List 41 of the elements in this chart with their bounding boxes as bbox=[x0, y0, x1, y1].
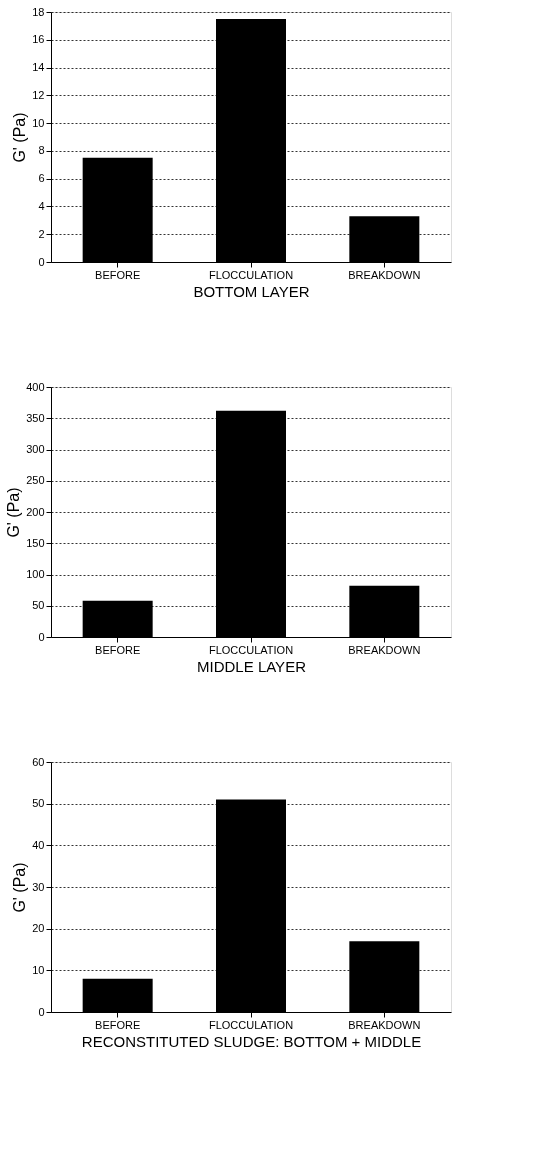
y-tick-label: 2 bbox=[38, 227, 45, 240]
y-tick-label: 12 bbox=[32, 88, 45, 101]
y-tick-label: 0 bbox=[38, 630, 45, 643]
x-axis-title: RECONSTITUTED SLUDGE: BOTTOM + MIDDLE bbox=[81, 1032, 422, 1050]
y-tick-label: 50 bbox=[32, 797, 45, 810]
y-tick-label: 18 bbox=[32, 5, 45, 18]
x-tick-label: BEFORE bbox=[95, 1018, 141, 1031]
y-tick-label: 14 bbox=[32, 61, 45, 74]
x-axis-title: MIDDLE LAYER bbox=[197, 657, 307, 675]
y-tick-label: 10 bbox=[32, 116, 45, 129]
y-tick-label: 0 bbox=[38, 255, 45, 268]
x-tick-label: BEFORE bbox=[95, 643, 141, 656]
y-tick-label: 350 bbox=[26, 411, 45, 424]
y-tick-label: 6 bbox=[38, 172, 45, 185]
y-tick-label: 50 bbox=[32, 599, 45, 612]
x-tick-label: FLOCCULATION bbox=[208, 1018, 294, 1031]
y-tick-label: 4 bbox=[38, 199, 45, 212]
y-tick-label: 16 bbox=[32, 33, 45, 46]
y-tick-label: 250 bbox=[26, 474, 45, 487]
y-tick-label: 400 bbox=[26, 380, 45, 393]
y-tick-label: 0 bbox=[38, 1005, 45, 1018]
x-tick-label: BEFORE bbox=[95, 268, 141, 281]
y-tick-label: 10 bbox=[32, 963, 45, 976]
y-tick-label: 150 bbox=[26, 536, 45, 549]
y-axis-title: G' (Pa) bbox=[11, 112, 29, 163]
x-tick-label: BREAKDOWN bbox=[348, 268, 421, 281]
y-tick-label: 30 bbox=[32, 880, 45, 893]
y-tick-label: 300 bbox=[26, 443, 45, 455]
y-tick-label: 60 bbox=[32, 755, 45, 768]
x-tick-label: FLOCCULATION bbox=[208, 643, 294, 656]
y-tick-label: 40 bbox=[32, 838, 45, 851]
y-axis-title: G' (Pa) bbox=[5, 487, 23, 538]
x-tick-label: FLOCCULATION bbox=[208, 268, 294, 281]
x-axis-title: BOTTOM LAYER bbox=[193, 282, 310, 300]
y-tick-label: 100 bbox=[26, 568, 45, 580]
x-tick-label: BREAKDOWN bbox=[348, 1018, 421, 1031]
y-axis-title: G' (Pa) bbox=[11, 862, 29, 913]
y-tick-label: 8 bbox=[38, 144, 45, 157]
y-tick-label: 200 bbox=[26, 505, 45, 518]
y-tick-label: 20 bbox=[32, 922, 45, 935]
x-tick-label: BREAKDOWN bbox=[348, 643, 421, 656]
